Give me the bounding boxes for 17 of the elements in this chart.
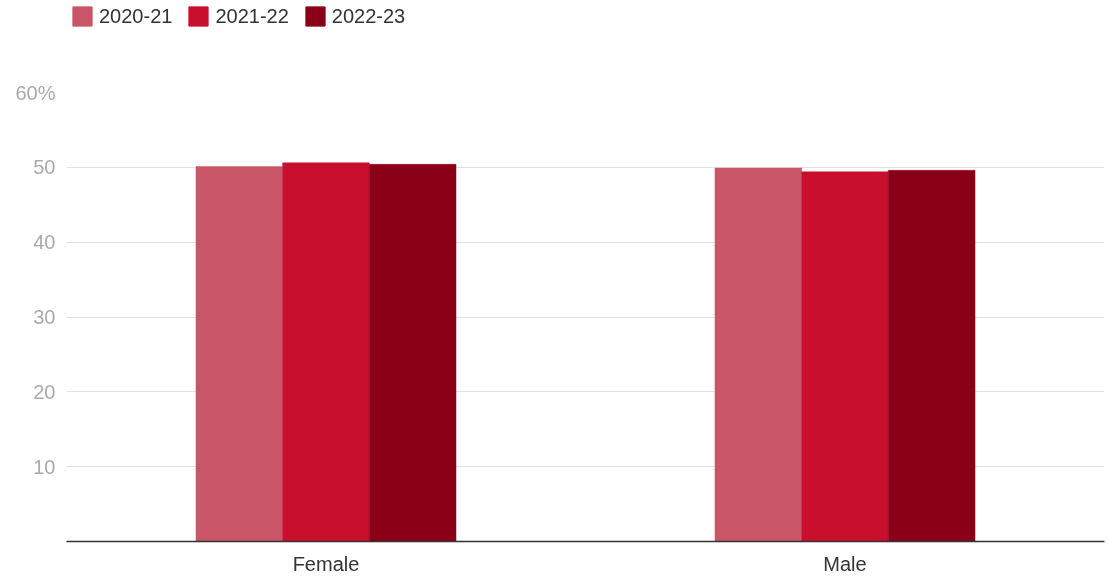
bar [801,171,889,542]
bar [888,170,976,542]
y-tick-label: 30 [33,306,56,328]
x-tick-label: Male [823,552,867,575]
legend-label: 2020-21 [99,4,173,28]
bar [369,164,457,542]
bar [714,167,802,542]
legend-label: 2022-23 [331,4,406,28]
y-tick-label: 40 [33,231,56,254]
y-tick-label: 20 [33,380,56,403]
y-tick-label: 50 [33,156,56,179]
x-tick-label: Female [292,552,360,575]
bar [195,166,283,542]
bar [282,162,370,542]
y-tick-label: 10 [33,455,56,478]
legend-label: 2021-22 [215,4,289,28]
y-tick-label: 60% [15,81,56,104]
